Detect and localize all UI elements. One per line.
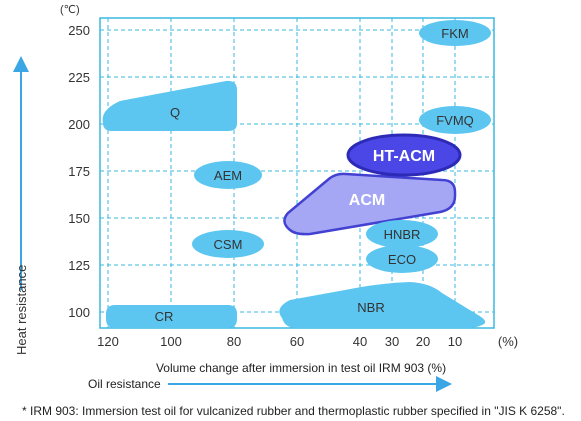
region-cr [106,305,237,328]
region-acm [283,172,457,236]
region-label-eco: ECO [388,252,416,267]
x-tick-label: 20 [416,334,430,349]
region-q [102,80,237,131]
region-eco [366,245,438,273]
region-label-csm: CSM [214,237,243,252]
y-tick-label: 175 [68,164,90,179]
y-axis-unit: (℃) [60,4,80,16]
region-fkm [419,20,491,46]
x-axis-unit: (%) [498,334,518,349]
region-label-acm: ACM [349,192,385,209]
region-label-fkm: FKM [441,26,468,41]
region-label-aem: AEM [214,168,242,183]
footnote: * IRM 903: Immersion test oil for vulcan… [22,404,565,418]
region-label-cr: CR [155,309,174,324]
x-tick-label: 30 [385,334,399,349]
y-axis-title: Heat resistance [14,265,29,355]
region-nbr [279,282,486,328]
region-label-q: Q [170,105,180,120]
x-axis: 120 100 80 60 40 30 20 10 (%) [97,334,518,349]
region-label-fvmq: FVMQ [436,113,474,128]
y-tick-label: 250 [68,23,90,38]
x-tick-label: 120 [97,334,119,349]
y-tick-label: 150 [68,211,90,226]
x-tick-label: 60 [290,334,304,349]
oil-resistance-label: Oil resistance [88,377,161,391]
region-fvmq [419,106,491,134]
y-tick-label: 200 [68,117,90,132]
region-label-ht-acm: HT-ACM [373,148,435,165]
region-label-nbr: NBR [357,300,384,315]
regions: FKM FVMQ Q AEM CSM ACM HT-ACM HNBR ECO N… [102,20,491,328]
x-tick-label: 10 [448,334,462,349]
region-aem [194,161,262,189]
y-axis: (℃) 250 225 200 175 150 125 100 [60,4,90,320]
y-tick-label: 225 [68,70,90,85]
y-tick-label: 100 [68,305,90,320]
region-label-hnbr: HNBR [384,227,421,242]
x-tick-label: 100 [160,334,182,349]
region-csm [192,230,264,258]
region-ht-acm [346,133,462,177]
region-hnbr [366,220,438,248]
y-tick-label: 125 [68,258,90,273]
x-tick-label: 40 [353,334,367,349]
x-axis-title: Volume change after immersion in test oi… [156,361,446,375]
x-tick-label: 80 [227,334,241,349]
